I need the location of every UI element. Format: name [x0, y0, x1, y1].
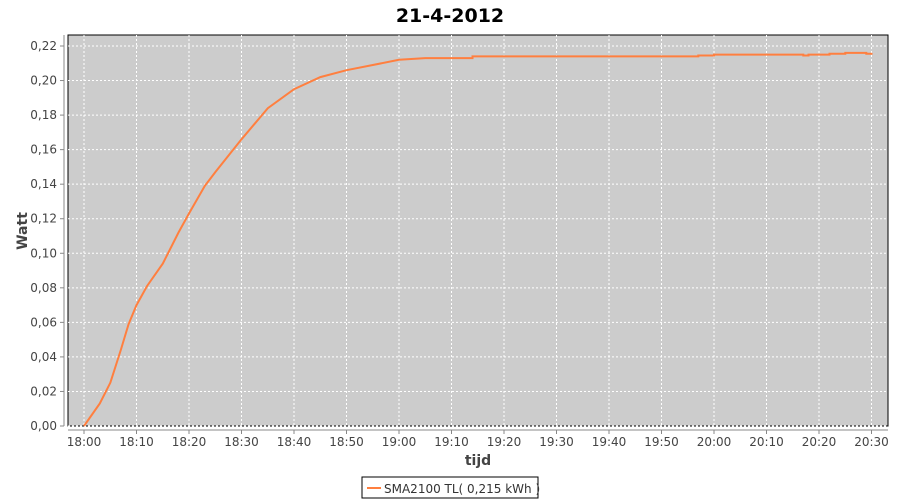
series-line-sma2100 [83, 51, 873, 427]
x-tick-label: 18:40 [277, 435, 312, 449]
y-axis-label: Watt [15, 212, 31, 250]
y-tick-label: 0,10 [30, 246, 57, 260]
chart-title: 21-4-2012 [396, 5, 504, 27]
x-tick-label: 19:50 [644, 435, 679, 449]
x-tick-label: 19:30 [539, 435, 574, 449]
x-tick-label: 20:20 [802, 435, 837, 449]
legend-label: SMA2100 TL( 0,215 kWh ) [384, 482, 540, 496]
x-tick-label: 18:10 [119, 435, 154, 449]
x-tick-label: 20:10 [749, 435, 784, 449]
x-tick-label: 18:00 [67, 435, 102, 449]
y-tick-label: 0,00 [30, 419, 57, 433]
x-tick-label: 18:30 [224, 435, 259, 449]
y-tick-label: 0,20 [30, 74, 57, 88]
x-tick-label: 19:20 [487, 435, 522, 449]
y-tick-label: 0,06 [30, 315, 57, 329]
plot-area [67, 34, 889, 427]
x-tick-label: 19:40 [592, 435, 627, 449]
y-tick-label: 0,12 [30, 212, 57, 226]
legend-box [361, 476, 539, 499]
x-tick-label: 19:00 [382, 435, 417, 449]
y-tick-label: 0,04 [30, 350, 57, 364]
y-tick-label: 0,18 [30, 108, 57, 122]
x-tick-label: 19:10 [434, 435, 469, 449]
legend: SMA2100 TL( 0,215 kWh ) [361, 476, 540, 499]
y-tick-label: 0,14 [30, 177, 57, 191]
y-tick-label: 0,16 [30, 143, 57, 157]
x-tick-label: 20:00 [697, 435, 732, 449]
x-tick-label: 18:20 [172, 435, 207, 449]
x-axis-label: tijd [465, 453, 491, 469]
x-tick-label: 20:30 [854, 435, 889, 449]
y-tick-label: 0,02 [30, 384, 57, 398]
y-tick-label: 0,22 [30, 39, 57, 53]
y-tick-label: 0,08 [30, 281, 57, 295]
x-tick-label: 18:50 [329, 435, 364, 449]
